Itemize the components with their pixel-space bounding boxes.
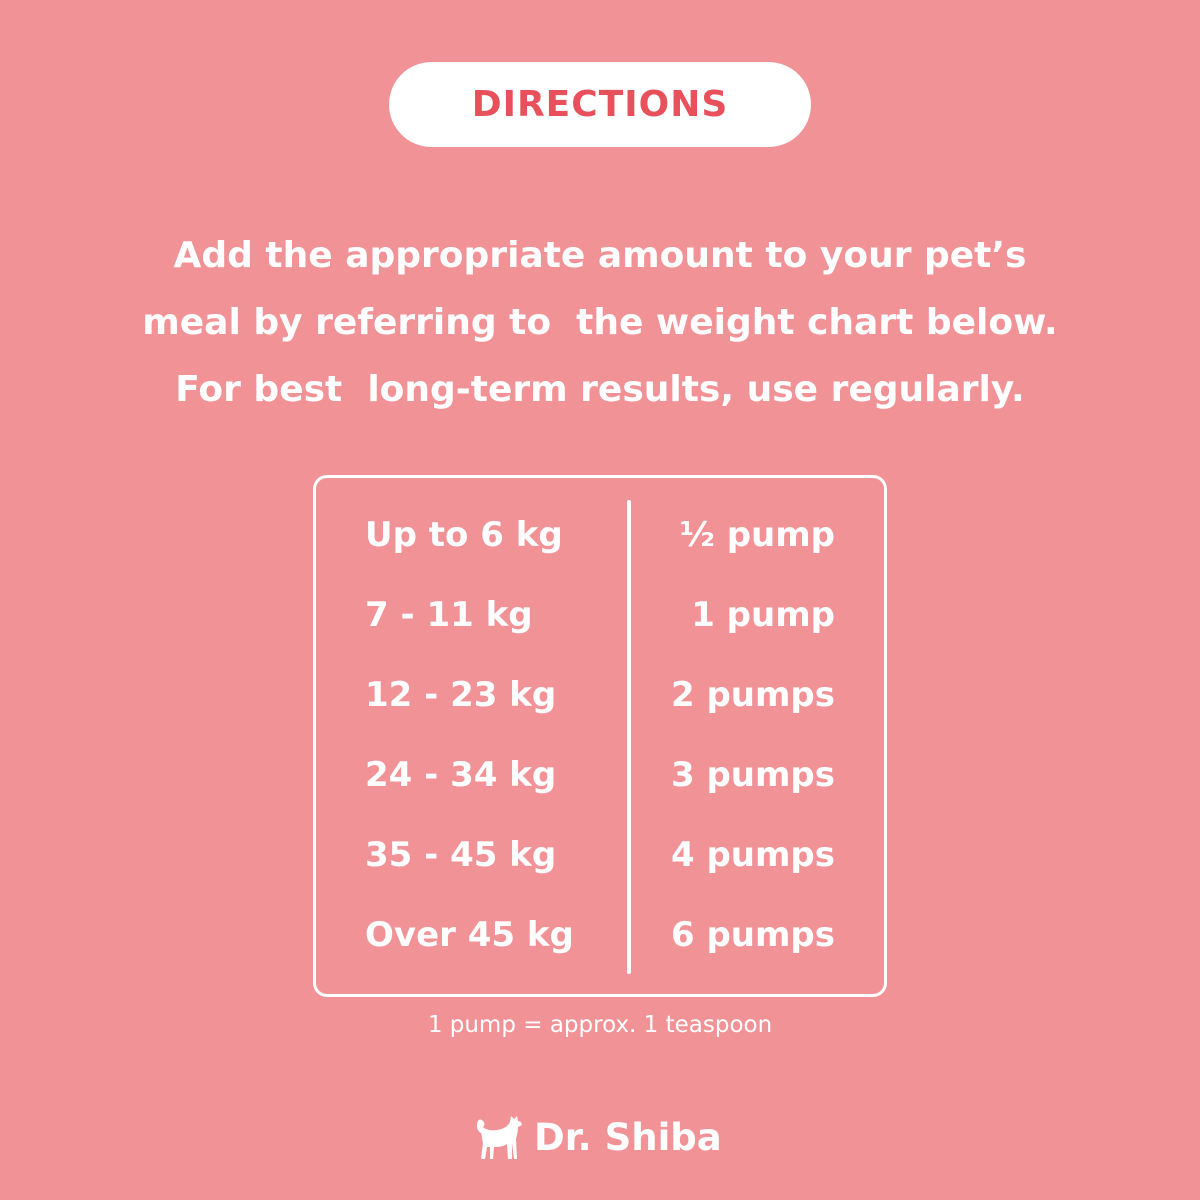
weight-cell: 24 - 34 kg <box>365 755 557 795</box>
amount-cell: 2 pumps <box>670 675 835 715</box>
directions-badge: DIRECTIONS <box>389 62 811 147</box>
column-divider <box>627 500 631 974</box>
intro-line: For best long-term results, use regularl… <box>175 369 1025 410</box>
table-row: 24 - 34 kg 3 pumps <box>316 735 884 815</box>
amount-cell: 4 pumps <box>670 835 835 875</box>
brand-name: Dr. Shiba <box>534 1116 722 1159</box>
table-row: 35 - 45 kg 4 pumps <box>316 815 884 895</box>
brand-logo: Dr. Shiba <box>474 1110 722 1165</box>
shiba-dog-icon <box>477 1115 522 1159</box>
amount-cell: 1 pump <box>691 595 835 635</box>
weight-cell: Over 45 kg <box>365 915 574 955</box>
table-row: Over 45 kg 6 pumps <box>316 895 884 975</box>
intro-line: meal by referring to the weight chart be… <box>142 302 1058 343</box>
amount-cell: 3 pumps <box>670 755 835 795</box>
amount-cell: 6 pumps <box>670 915 835 955</box>
weight-cell: 12 - 23 kg <box>365 675 557 715</box>
amount-cell: ½ pump <box>679 515 835 555</box>
weight-cell: 7 - 11 kg <box>365 595 533 635</box>
directions-title: DIRECTIONS <box>471 84 729 125</box>
weight-cell: 35 - 45 kg <box>365 835 557 875</box>
intro-text: Add the appropriate amount to your pet’s… <box>0 222 1200 423</box>
intro-line: Add the appropriate amount to your pet’s <box>173 235 1027 276</box>
table-row: Up to 6 kg ½ pump <box>316 495 884 575</box>
footnote: 1 pump = approx. 1 teaspoon <box>427 1012 773 1038</box>
weight-cell: Up to 6 kg <box>365 515 563 555</box>
table-row: 7 - 11 kg 1 pump <box>316 575 884 655</box>
dosage-table: Up to 6 kg ½ pump 7 - 11 kg 1 pump 12 - … <box>313 475 887 997</box>
table-row: 12 - 23 kg 2 pumps <box>316 655 884 735</box>
